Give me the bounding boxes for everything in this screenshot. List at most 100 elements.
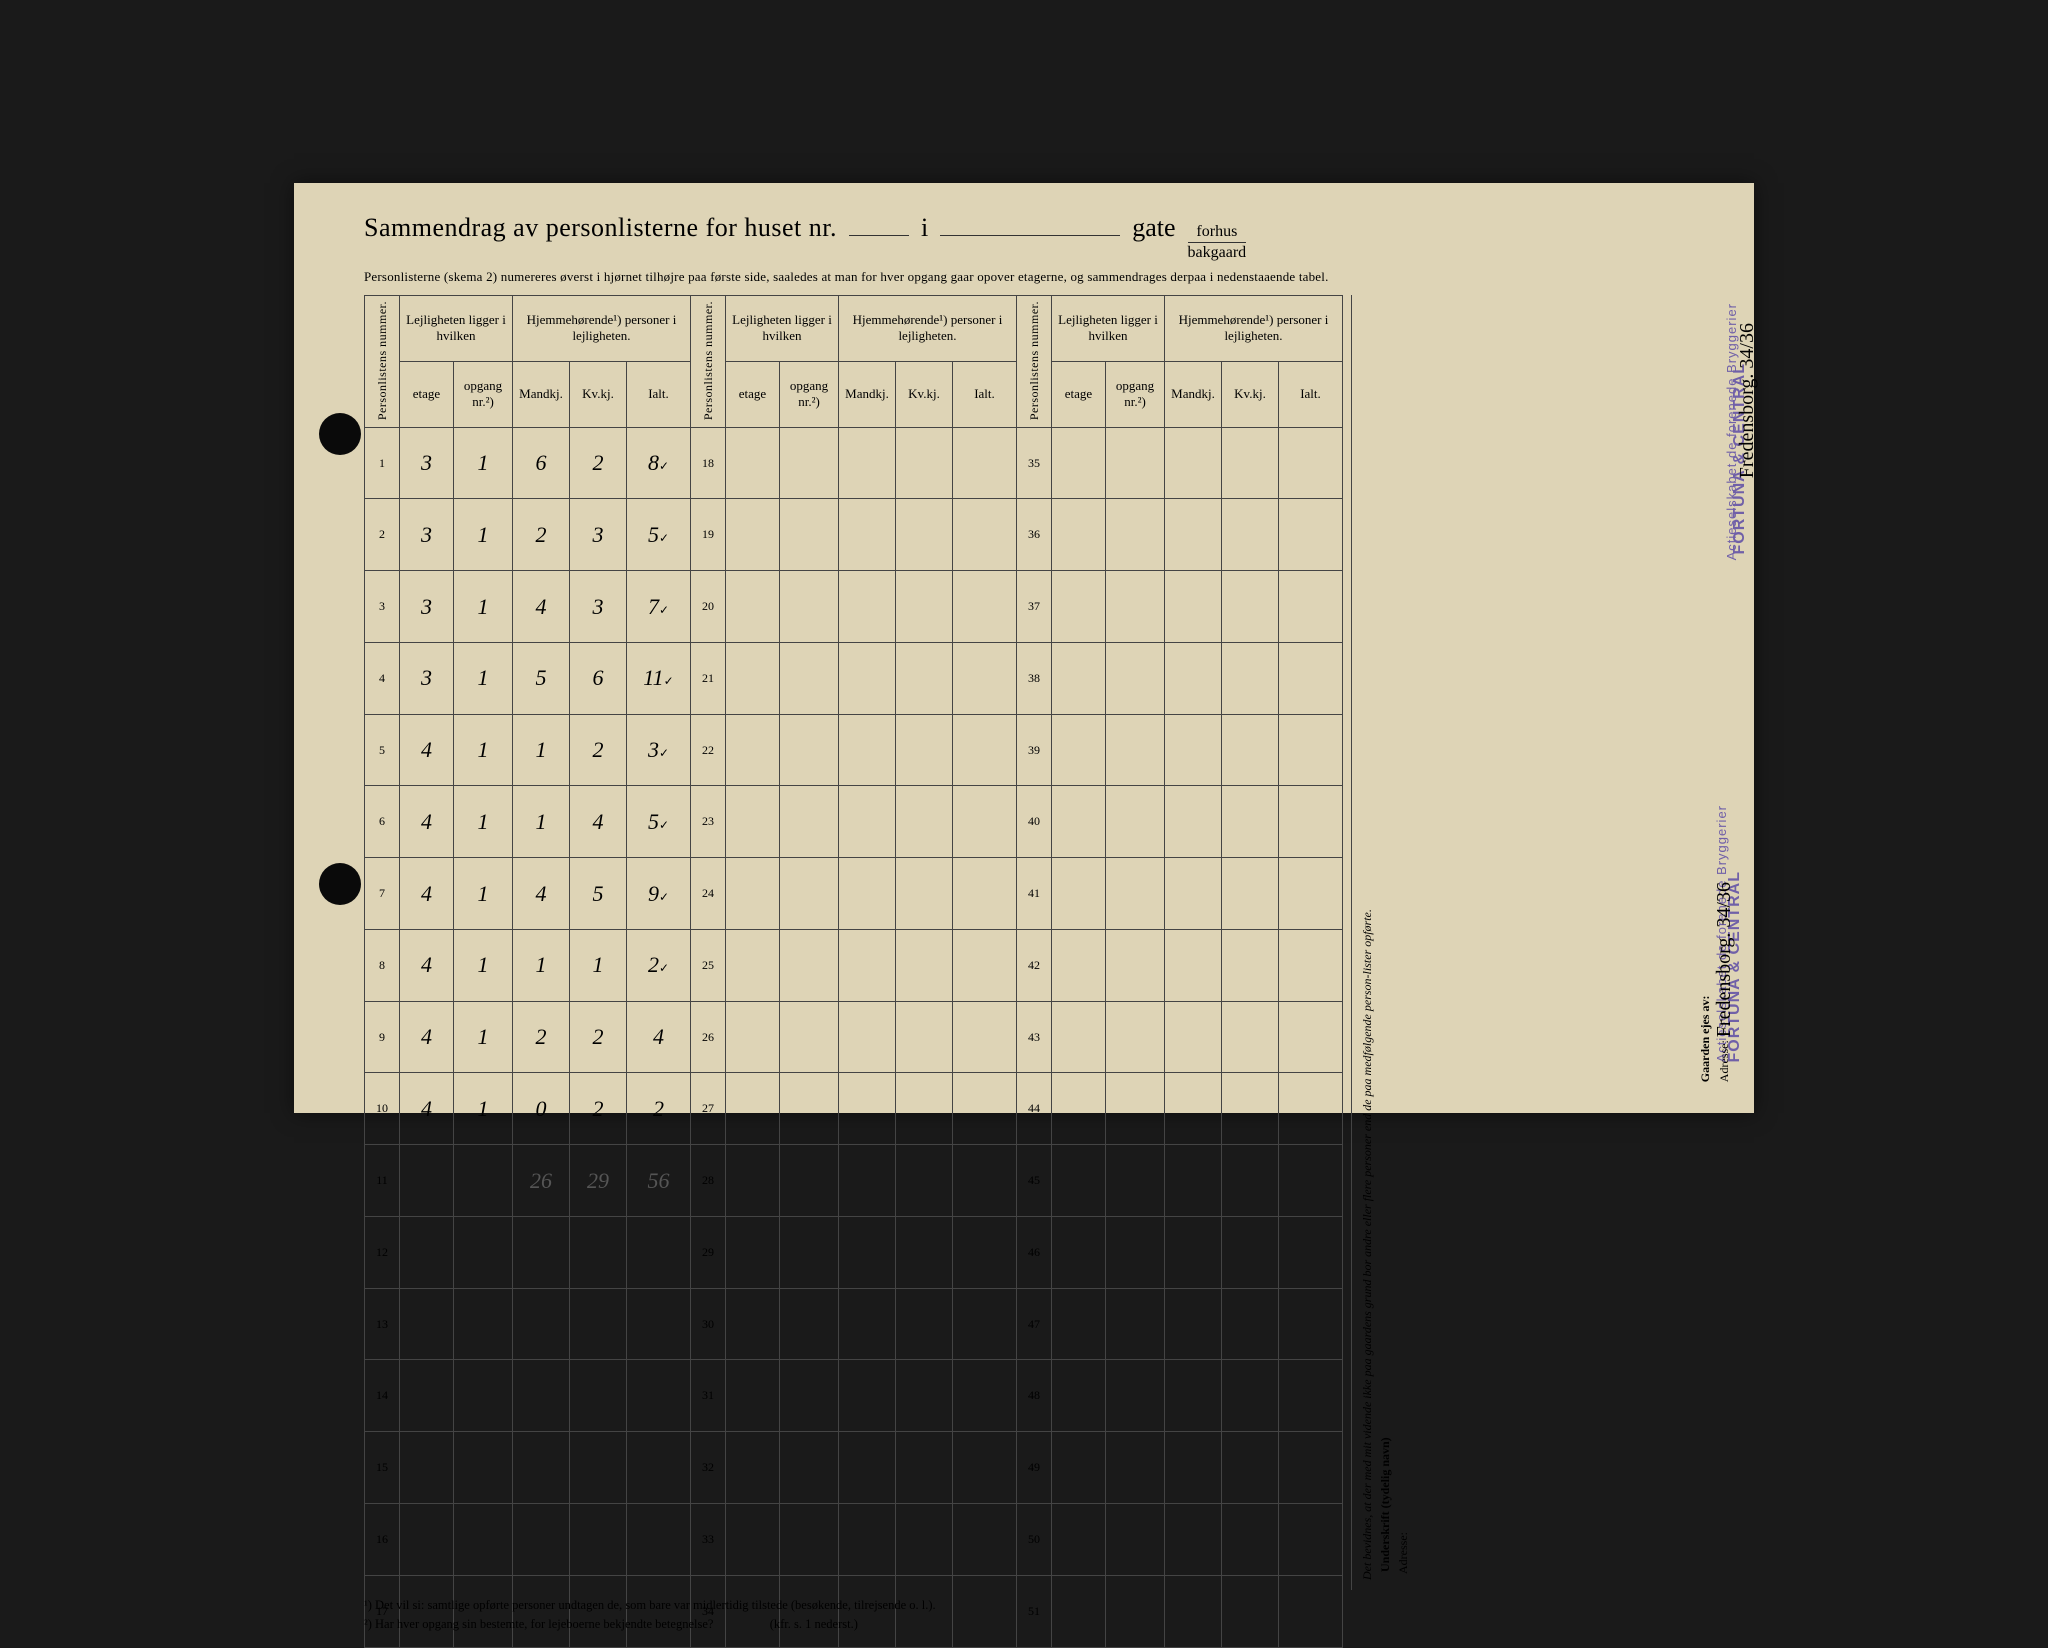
cell-i xyxy=(1279,929,1343,1001)
cell-m xyxy=(839,1503,896,1575)
cell-etage xyxy=(1052,1073,1106,1145)
cell-i: 5✓ xyxy=(627,499,691,571)
cell-m: 26 xyxy=(513,1145,570,1217)
cell-i xyxy=(627,1360,691,1432)
cell-m xyxy=(1165,427,1222,499)
cell-i xyxy=(953,786,1017,858)
cell-etage xyxy=(400,1216,454,1288)
cell-opg xyxy=(1106,571,1165,643)
cell-opg xyxy=(780,1432,839,1504)
cell-k xyxy=(570,1432,627,1504)
cell-opg xyxy=(454,1432,513,1504)
cell-m xyxy=(1165,858,1222,930)
cell-k: 2 xyxy=(570,1001,627,1073)
cell-etage: 4 xyxy=(400,714,454,786)
cell-m xyxy=(1165,1503,1222,1575)
cell-k xyxy=(1222,858,1279,930)
row-number: 31 xyxy=(691,1360,726,1432)
cell-k xyxy=(1222,499,1279,571)
cell-etage xyxy=(1052,1503,1106,1575)
cell-etage xyxy=(400,1503,454,1575)
cell-i xyxy=(1279,427,1343,499)
cell-k: 1 xyxy=(570,929,627,1001)
cell-etage: 3 xyxy=(400,642,454,714)
cell-i xyxy=(1279,1001,1343,1073)
row-number: 2 xyxy=(365,499,400,571)
cell-m xyxy=(1165,642,1222,714)
sidebar: Det bevidnes, at der med mit vidende ikk… xyxy=(1351,295,1447,1590)
cell-etage xyxy=(400,1360,454,1432)
cell-opg xyxy=(780,571,839,643)
row-number: 51 xyxy=(1017,1575,1052,1647)
cell-opg xyxy=(1106,929,1165,1001)
row-number: 18 xyxy=(691,427,726,499)
row-number: 27 xyxy=(691,1073,726,1145)
cell-etage xyxy=(1052,571,1106,643)
cell-etage xyxy=(1052,1360,1106,1432)
cell-etage xyxy=(1052,1575,1106,1647)
cell-etage xyxy=(400,1145,454,1217)
cell-etage xyxy=(1052,1145,1106,1217)
cell-m xyxy=(1165,1575,1222,1647)
row-number: 28 xyxy=(691,1145,726,1217)
cell-opg: 1 xyxy=(454,1001,513,1073)
cell-i: 8✓ xyxy=(627,427,691,499)
cell-k xyxy=(896,1288,953,1360)
cell-m xyxy=(839,1001,896,1073)
table-row: 143148 xyxy=(365,1360,1343,1432)
cell-i xyxy=(953,1288,1017,1360)
cell-opg: 1 xyxy=(454,929,513,1001)
row-number: 24 xyxy=(691,858,726,930)
cell-etage xyxy=(726,1360,780,1432)
cell-opg xyxy=(780,1001,839,1073)
cell-m xyxy=(839,1360,896,1432)
cell-etage: 3 xyxy=(400,571,454,643)
cell-i xyxy=(1279,714,1343,786)
cell-k: 3 xyxy=(570,499,627,571)
cell-m xyxy=(513,1432,570,1504)
cell-k: 6 xyxy=(570,642,627,714)
cell-i xyxy=(953,1360,1017,1432)
cell-k xyxy=(896,786,953,858)
cell-k xyxy=(1222,1503,1279,1575)
cell-m xyxy=(839,571,896,643)
cell-m: 1 xyxy=(513,786,570,858)
cell-i: 9✓ xyxy=(627,858,691,930)
cell-opg xyxy=(780,1360,839,1432)
cell-i xyxy=(1279,1288,1343,1360)
cell-i xyxy=(627,1503,691,1575)
cell-i xyxy=(627,1288,691,1360)
cell-m xyxy=(839,1073,896,1145)
row-number: 32 xyxy=(691,1432,726,1504)
row-number: 42 xyxy=(1017,929,1052,1001)
cell-opg: 1 xyxy=(454,427,513,499)
cell-etage xyxy=(726,929,780,1001)
cell-m xyxy=(839,929,896,1001)
table-row: 841112✓2542 xyxy=(365,929,1343,1001)
cell-etage xyxy=(726,1432,780,1504)
census-table: Personlistens nummer. Lejligheten ligger… xyxy=(364,295,1343,1648)
row-number: 20 xyxy=(691,571,726,643)
cell-etage xyxy=(400,1288,454,1360)
cell-k: 2 xyxy=(570,714,627,786)
cell-k xyxy=(896,1503,953,1575)
cell-m xyxy=(839,1145,896,1217)
cell-i: 2✓ xyxy=(627,929,691,1001)
cell-k xyxy=(570,1216,627,1288)
row-number: 41 xyxy=(1017,858,1052,930)
cell-i xyxy=(953,929,1017,1001)
row-number: 39 xyxy=(1017,714,1052,786)
cell-m xyxy=(839,1216,896,1288)
cell-etage: 4 xyxy=(400,1001,454,1073)
cell-opg xyxy=(454,1360,513,1432)
cell-m xyxy=(1165,1360,1222,1432)
cell-k xyxy=(896,427,953,499)
cell-etage xyxy=(1052,929,1106,1001)
row-number: 11 xyxy=(365,1145,400,1217)
cell-i xyxy=(953,1145,1017,1217)
cell-i xyxy=(1279,642,1343,714)
cell-m: 2 xyxy=(513,499,570,571)
signature-address: Fredensborg. 34/36 xyxy=(1736,323,1759,478)
row-number: 37 xyxy=(1017,571,1052,643)
row-number: 1 xyxy=(365,427,400,499)
